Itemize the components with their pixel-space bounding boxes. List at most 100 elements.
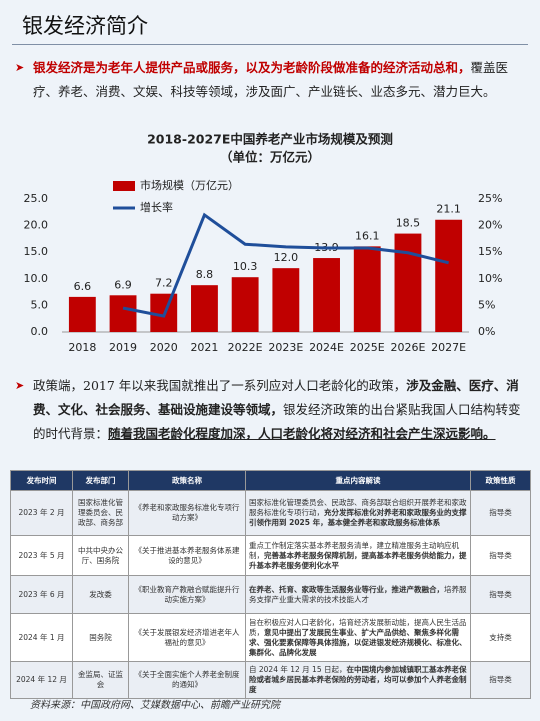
text-run: 自 2024 年 12 月 15 日起， — [249, 665, 347, 674]
data-label: 10.3 — [233, 260, 258, 273]
x-tick-label: 2024E — [309, 341, 344, 354]
table-cell: 指导类 — [470, 490, 531, 536]
x-tick-label: 2020 — [150, 341, 178, 354]
table-cell: 2023 年 2 月 — [10, 490, 73, 536]
data-label: 18.5 — [396, 217, 421, 230]
x-tick-label: 2027E — [431, 341, 466, 354]
table-cell: 国务院 — [72, 613, 129, 662]
x-tick-label: 2019 — [109, 341, 137, 354]
chart-title: 2018-2027E中国养老产业市场规模及预测 — [147, 132, 393, 147]
x-tick-label: 2018 — [68, 341, 96, 354]
y-tick-label: 20.0 — [24, 219, 49, 232]
chart: 2018-2027E中国养老产业市场规模及预测 （单位：万亿元） 0.0 5.0 10.… — [24, 132, 503, 355]
intro-paragraph: ➤ 银发经济是为老年人提供产品或服务，以及为老龄阶段做准备的经济活动总和，覆盖医疗… — [15, 56, 528, 104]
text-run: 完善基本养老服务保障机制，提高基本养老服务供给能力，提升基本养老服务便利化水平 — [249, 550, 467, 570]
legend-label: 增长率 — [140, 200, 173, 214]
text-run: 银发经济政策的出台紧贴我国人口结构转变的时代背景： — [33, 402, 521, 441]
x-tick-label: 2021 — [190, 341, 218, 354]
x-tick-label: 2022E — [228, 341, 263, 354]
table-cell: 发改委 — [72, 575, 129, 614]
y-tick-label: 25.0 — [24, 192, 49, 205]
data-label: 12.0 — [274, 251, 299, 264]
legend-label: 市场规模（万亿元） — [140, 178, 239, 192]
data-label: 8.8 — [196, 268, 214, 281]
text-run: 培养服务支撑产业重大需求的技术技能人才 — [249, 584, 467, 604]
growth-line — [122, 212, 450, 318]
x-tick-label: 2026E — [390, 341, 425, 354]
table-row: 2023 年 6 月发改委 《职业教育产教融合赋能提升行动实施方案》 在养老、托育、… — [10, 575, 531, 614]
y-tick-label: 5.0 — [31, 298, 49, 311]
text-run: 涉及金融、医疗、消费、文化、社会服务、基础设施建设等领域， — [33, 378, 519, 417]
title-rule — [12, 44, 528, 45]
table-cell: 《关于推进基本养老服务体系建设的意见》 — [128, 535, 246, 576]
text-run: 政策端，2017 年以来我国就推出了一系列应对人口老龄化的政策， — [33, 378, 407, 393]
table-header: 发布部门 — [72, 470, 129, 491]
bar — [353, 246, 381, 332]
x-tick-label: 2023E — [268, 341, 303, 354]
table-header: 政策性质 — [470, 470, 531, 491]
table-cell: 2023 年 6 月 — [10, 575, 73, 614]
text-run: 重点工作制定落实基本养老服务清单，建立精准服务主动响应机制， — [249, 540, 459, 560]
y2-tick-label: 20% — [478, 219, 502, 232]
page-title: 银发经济简介 — [22, 14, 148, 38]
bar — [68, 296, 96, 332]
table-cell: 《关于发展银发经济增进老年人福祉的意见》 — [128, 613, 246, 662]
y-tick-label: 15.0 — [24, 245, 49, 258]
chart-subtitle: （单位：万亿元） — [220, 150, 320, 165]
table-cell: 2024 年 12 月 — [10, 661, 73, 699]
table-cell: 2024 年 1 月 — [10, 613, 73, 662]
table-cell: 指导类 — [470, 535, 531, 576]
source-note: 资料来源：中国政府网、艾媒数据中心、前瞻产业研究院 — [30, 700, 280, 711]
x-tick-label: 2025E — [350, 341, 385, 354]
table-row: 2024 年 1 月国务院 《关于发展银发经济增进老年人福祉的意见》 旨在积极应对人… — [10, 613, 531, 662]
y2-tick-label: 0% — [478, 325, 495, 338]
table-cell: 国家标准化管理委员会、民政部、商务部联合组织开展养老和家政服务标准化专项行动，充… — [245, 490, 471, 536]
table-header: 发布时间 — [10, 470, 73, 491]
table-row: 2023 年 2 月国家标准化管理委员会、民政部、商务部 《养老和家政服务标准化专… — [10, 490, 531, 536]
y2-tick-label: 5% — [478, 298, 495, 311]
data-label: 16.1 — [355, 229, 380, 242]
table-cell: 《关于全面实施个人养老金制度的通知》 — [128, 661, 246, 699]
bar — [191, 285, 218, 332]
bar — [313, 258, 340, 332]
y-tick-label: 10.0 — [24, 272, 49, 285]
text-run: 意见中提出了发展民生事业、扩大产品供给、聚焦多样化需求、强化要素保障等具体措施，… — [249, 627, 467, 657]
bar — [272, 268, 300, 332]
y2-tick-label: 25% — [478, 192, 502, 205]
data-label: 7.2 — [155, 277, 173, 290]
y2-tick-label: 15% — [478, 245, 502, 258]
bullet: ➤ — [15, 379, 25, 392]
policy-table: 发布时间 发布部门 政策名称 重点内容解读 政策性质 2023 年 2 月国家标准化管理委… — [10, 470, 531, 699]
bullet: ➤ — [15, 61, 25, 74]
data-label: 6.9 — [114, 278, 132, 291]
y-tick-label: 0.0 — [31, 325, 49, 338]
data-label: 21.1 — [436, 203, 461, 216]
table-cell: 《职业教育产教融合赋能提升行动实施方案》 — [128, 575, 246, 614]
bar — [394, 233, 422, 332]
table-cell: 中共中央办公厅、国务院 — [72, 535, 129, 576]
policy-paragraph: ➤ 政策端，2017 年以来我国就推出了一系列应对人口老龄化的政策，涉及金融、医疗… — [15, 374, 528, 446]
legend-swatch — [113, 181, 135, 191]
text-run: 银发经济是为老年人提供产品或服务，以及为老龄阶段做准备的经济活动总和， — [33, 60, 471, 75]
y2-tick-label: 10% — [478, 272, 502, 285]
text-run: 在养老、托育、家政等生活服务业等行业，推进产教融合， — [249, 584, 444, 594]
table-cell: 支持类 — [470, 613, 531, 662]
table-cell: 金监局、证监会 — [72, 661, 129, 699]
table-cell: 国家标准化管理委员会、民政部、商务部 — [72, 490, 129, 536]
text-run: 国家标准化管理委员会、民政部、商务部联合组织开展养老和家政服务标准化专项行动， — [249, 498, 467, 517]
table-row: 2023 年 5 月中共中央办公厅、国务院 《关于推进基本养老服务体系建设的意见》… — [10, 535, 531, 576]
table-cell: 《养老和家政服务标准化专项行动方案》 — [128, 490, 246, 536]
bar — [231, 277, 259, 332]
table-cell: 指导类 — [470, 661, 531, 699]
text-run: 旨在积极应对人口老龄化，培育经济发展新动能，提高人民生活品质， — [249, 617, 467, 637]
bar — [109, 295, 137, 332]
text-run: 覆盖医疗、养老、消费、文娱、科技等领域，涉及面广、产业链长、业态多元、潜力巨大。 — [33, 60, 509, 99]
data-label: 6.6 — [74, 280, 92, 293]
table-cell: 自 2024 年 12 月 15 日起，在中国境内参加城镇职工基本养老保险或者城… — [245, 661, 471, 699]
text-run: 在中国境内参加城镇职工基本养老保险或者城乡居民基本养老保险的劳动者，均可以参加个… — [249, 665, 467, 694]
table-cell: 重点工作制定落实基本养老服务清单，建立精准服务主动响应机制，完善基本养老服务保障… — [245, 535, 471, 576]
table-cell: 指导类 — [470, 575, 531, 614]
table-row: 2024 年 12 月金监局、证监会 《关于全面实施个人养老金制度的通知》自 20… — [10, 661, 531, 699]
bar — [435, 219, 463, 332]
